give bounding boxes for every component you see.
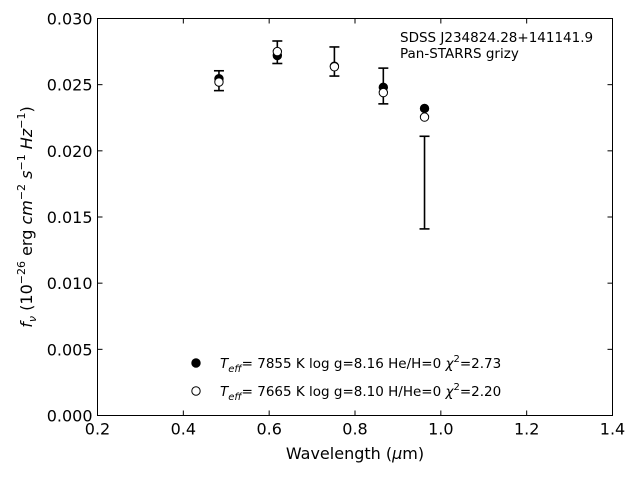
legend: Teff= 7855 K log g=8.16 He/H=0 χ2=2.73 T…: [191, 354, 501, 403]
x-tick-label: 0.4: [171, 420, 196, 439]
y-tick-label: 0.010: [47, 274, 93, 293]
x-tick-label: 0.2: [85, 420, 110, 439]
legend-label-da: Teff= 7855 K log g=8.16 He/H=0 χ2=2.73: [220, 354, 501, 375]
model-point-filled: [419, 103, 430, 114]
x-tick-label: 0.8: [342, 420, 367, 439]
y-tick-label: 0.005: [47, 340, 93, 359]
y-tick-label: 0.015: [47, 208, 93, 227]
model-point-open: [214, 77, 224, 87]
model-point-open: [329, 62, 340, 72]
ticks-layer: 0.2 0.4 0.6 0.8 1.0 1.2 1.4 0.000 0.005 0.010 0.01…: [47, 10, 626, 439]
y-tick-label: 0.020: [47, 142, 93, 161]
x-tick-label: 0.6: [256, 420, 281, 439]
legend-marker-open: [191, 386, 201, 396]
y-tick-label: 0.000: [47, 407, 93, 426]
model-point-open: [272, 46, 283, 57]
y-axis-label: fν (10−26 erg cm−2 s−1 Hz−1): [15, 106, 39, 327]
x-tick-label: 1.2: [514, 420, 539, 439]
points-layer: [214, 46, 430, 122]
plot-frame: [97, 18, 613, 416]
legend-label-db: Teff= 7665 K log g=8.10 H/He=0 χ2=2.20: [220, 382, 501, 403]
y-tick-label: 0.030: [47, 10, 93, 29]
annotation-survey: Pan-STARRS grizy: [400, 46, 519, 62]
x-axis-label: Wavelength (μm): [286, 444, 424, 463]
model-point-open: [378, 87, 389, 98]
x-tick-label: 1.4: [600, 420, 625, 439]
errorbar-layer: [213, 40, 430, 230]
y-tick-label: 0.025: [47, 76, 93, 95]
model-point-open: [419, 112, 430, 122]
annotation-object-name: SDSS J234824.28+141141.9: [400, 30, 593, 46]
legend-marker-filled: [191, 358, 201, 368]
x-tick-label: 1.0: [428, 420, 453, 439]
